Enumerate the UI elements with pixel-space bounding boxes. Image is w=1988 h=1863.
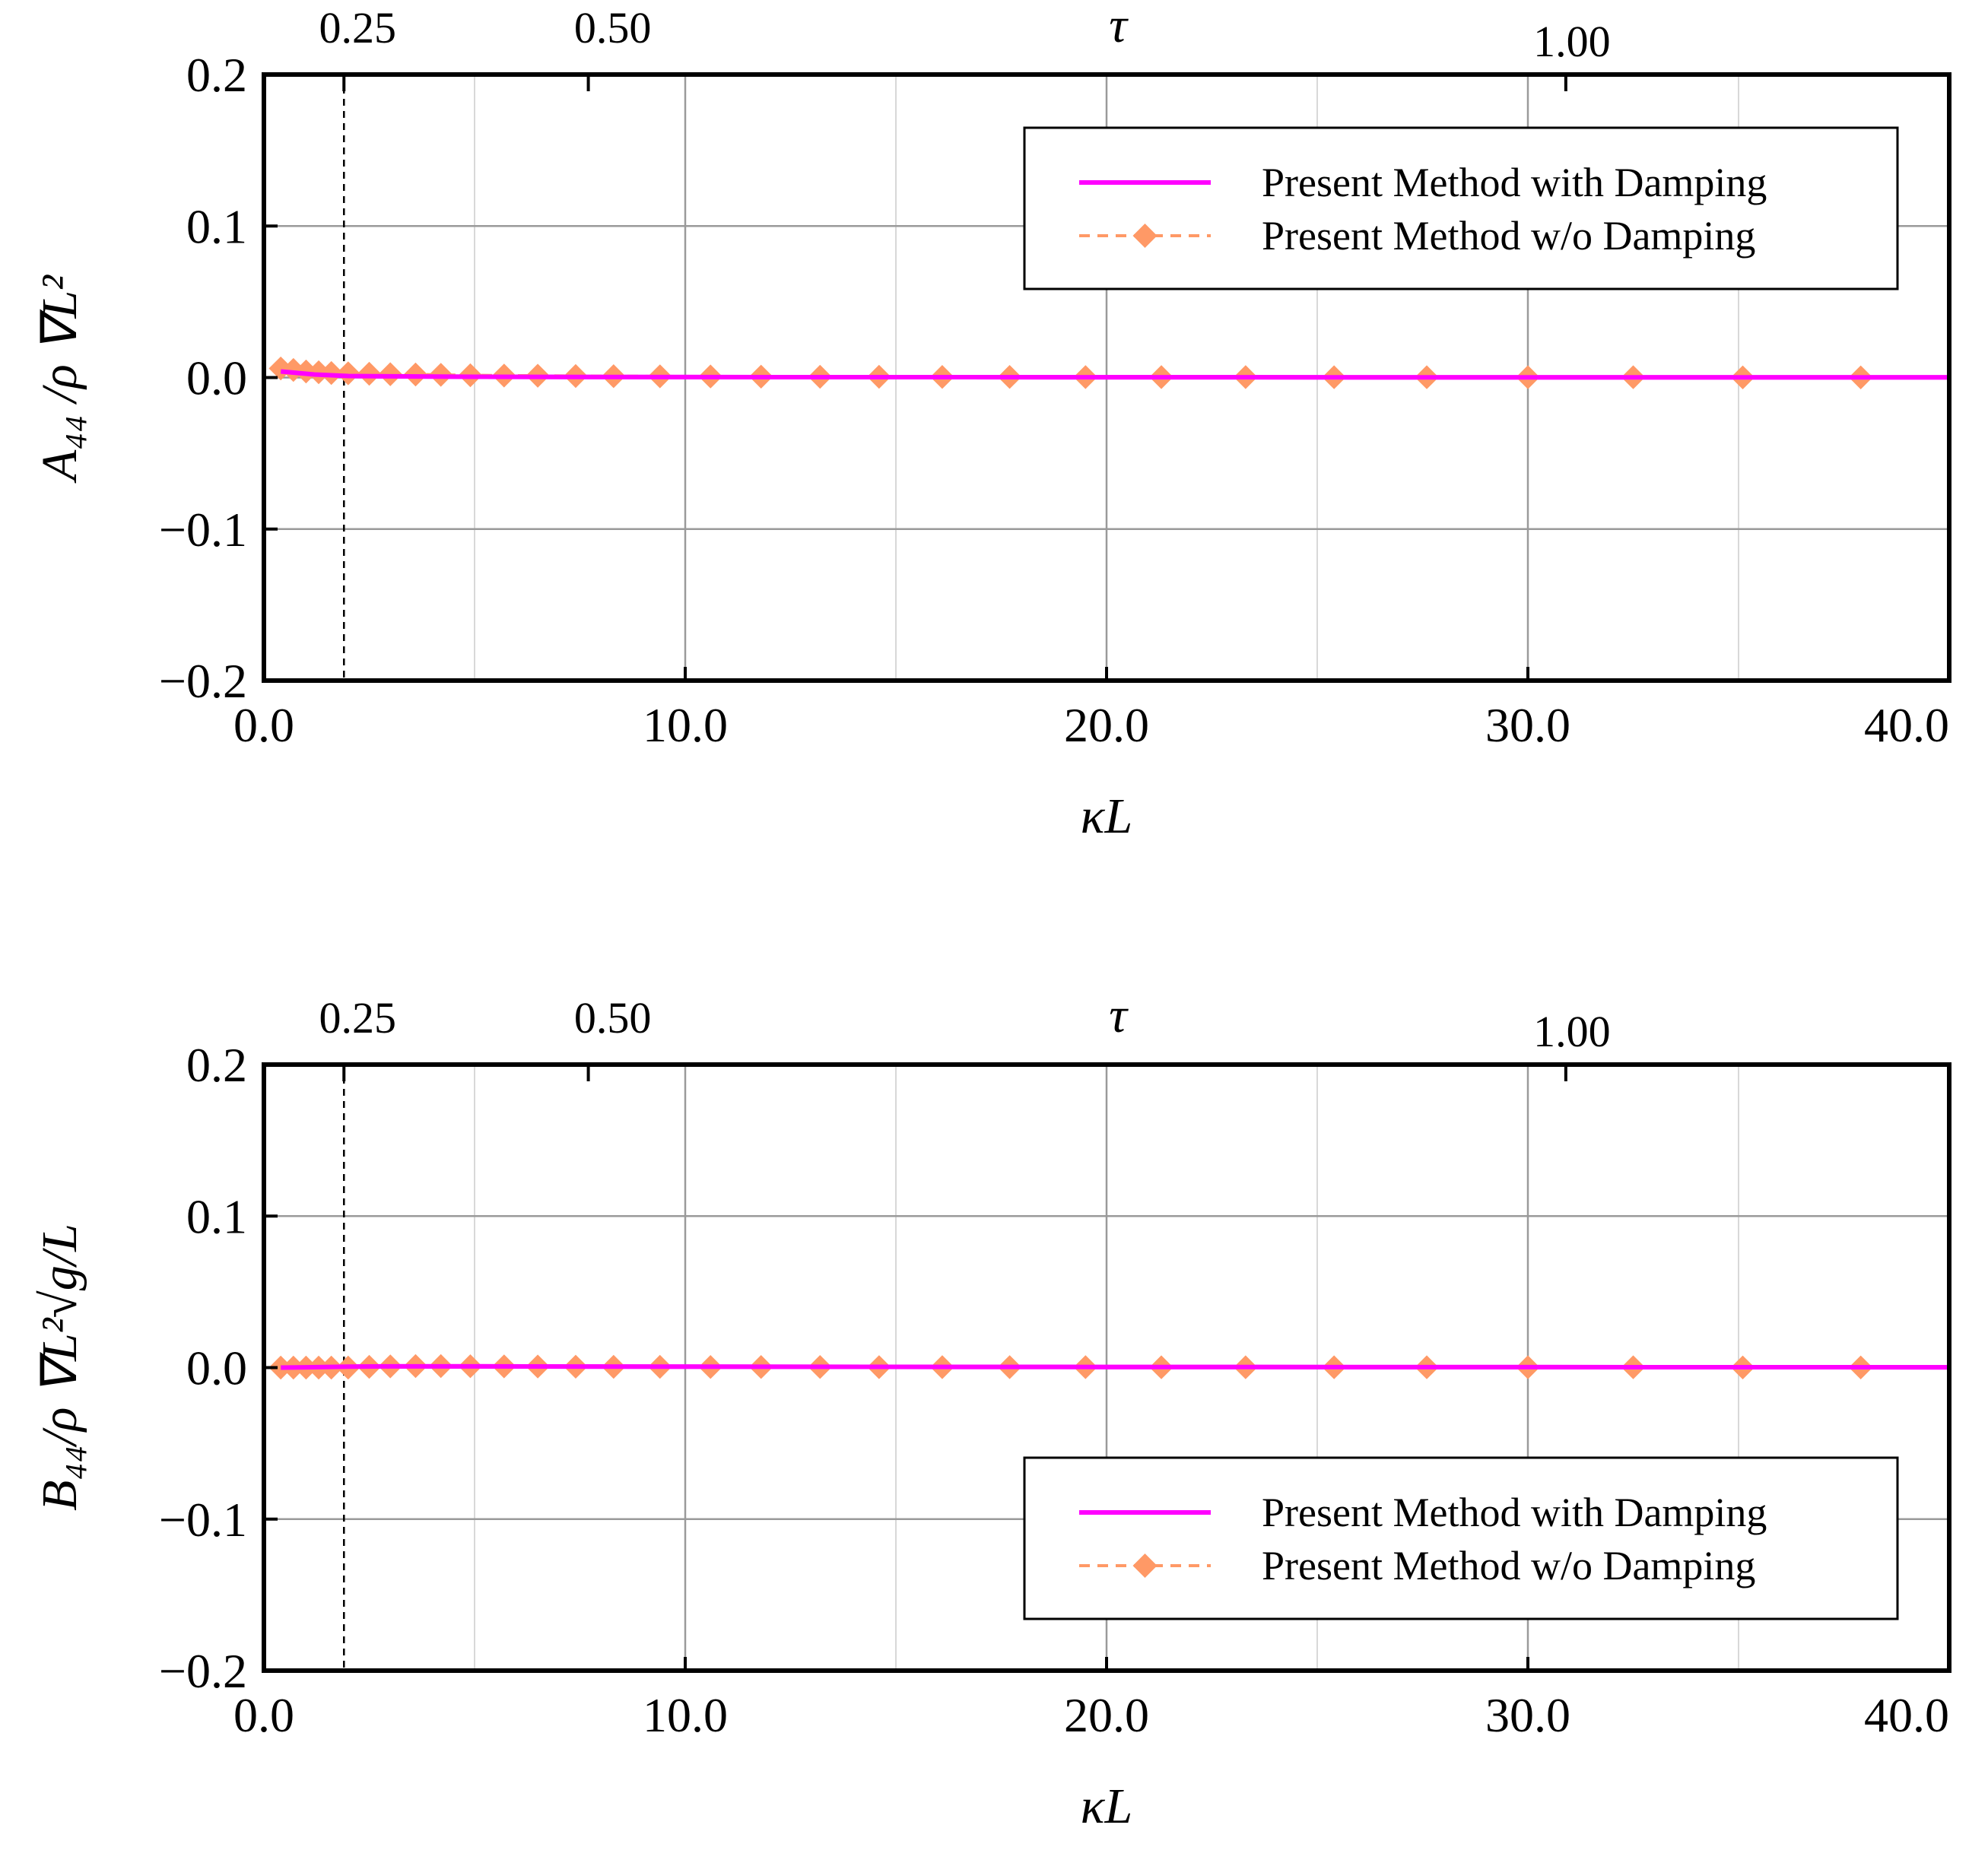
data-point-diamond bbox=[336, 361, 360, 386]
top-tick-label: 0.50 bbox=[574, 3, 652, 52]
y-tick-label: 0.0 bbox=[186, 1341, 247, 1395]
legend-swatch-diamond bbox=[1132, 224, 1158, 248]
top-tick-label: 1.00 bbox=[1533, 17, 1611, 66]
legend: Present Method with Damping Present Metho… bbox=[1023, 126, 1899, 290]
x-tick-label: 40.0 bbox=[1864, 698, 1949, 752]
y-tick-label: 0.1 bbox=[186, 1189, 247, 1243]
top-tick-label: 0.25 bbox=[319, 3, 397, 52]
legend-box bbox=[1023, 1456, 1899, 1620]
x-tick-label: 10.0 bbox=[643, 698, 728, 752]
x-tick-label: 40.0 bbox=[1864, 1688, 1949, 1742]
y-tick-label: 0.1 bbox=[186, 199, 247, 253]
y-tick-label: −0.2 bbox=[159, 654, 247, 708]
y-tick-label: −0.1 bbox=[159, 1493, 247, 1547]
legend-label: Present Method with Damping bbox=[1262, 1490, 1767, 1535]
top-tick-label: 0.25 bbox=[319, 993, 397, 1043]
top-tick-label: 0.50 bbox=[574, 993, 652, 1043]
legend: Present Method with Damping Present Metho… bbox=[1023, 1456, 1899, 1620]
legend-label: Present Method w/o Damping bbox=[1262, 1543, 1755, 1588]
legend-swatch-diamond bbox=[1132, 1554, 1158, 1578]
y-axis-label: A₄₄ /ρ ∇L² bbox=[32, 275, 87, 484]
legend-label: Present Method w/o Damping bbox=[1262, 213, 1755, 259]
x-tick-label: 20.0 bbox=[1064, 1688, 1149, 1742]
data-point-diamond bbox=[357, 361, 382, 386]
x-tick-label: 0.0 bbox=[233, 1688, 294, 1742]
series-line-with-damping-overlay bbox=[280, 369, 1949, 380]
panel-added-mass: 0.0 10.0 20.0 30.0 40.0 −0.2 −0.1 0.0 0.1 0.2 0.25… bbox=[32, 0, 1951, 844]
x-tick-label: 30.0 bbox=[1485, 698, 1570, 752]
x-tick-label: 20.0 bbox=[1064, 698, 1149, 752]
x-axis-label: κL bbox=[1081, 1779, 1132, 1834]
y-tick-label: −0.1 bbox=[159, 503, 247, 557]
legend-label: Present Method with Damping bbox=[1262, 160, 1767, 205]
legend-box bbox=[1023, 126, 1899, 290]
x-tick-label: 10.0 bbox=[643, 1688, 728, 1742]
y-axis-label: B₄₄/ρ ∇L²√g/L bbox=[32, 1223, 87, 1511]
y-tick-label: 0.0 bbox=[186, 351, 247, 405]
panel-damping: 0.0 10.0 20.0 30.0 40.0 −0.2 −0.1 0.0 0.1 0.2 0.25… bbox=[32, 988, 1951, 1834]
x-tick-label: 0.0 bbox=[233, 698, 294, 752]
y-tick-label: 0.2 bbox=[186, 1038, 247, 1092]
top-axis-label: τ bbox=[1109, 0, 1129, 53]
series-line-with-damping-overlay bbox=[281, 1363, 1950, 1370]
top-axis-label: τ bbox=[1109, 988, 1129, 1043]
y-tick-label: 0.2 bbox=[186, 48, 247, 102]
top-tick-label: 1.00 bbox=[1533, 1007, 1611, 1056]
x-axis-label: κL bbox=[1081, 789, 1132, 844]
x-tick-label: 30.0 bbox=[1485, 1688, 1570, 1742]
y-tick-label: −0.2 bbox=[159, 1644, 247, 1698]
